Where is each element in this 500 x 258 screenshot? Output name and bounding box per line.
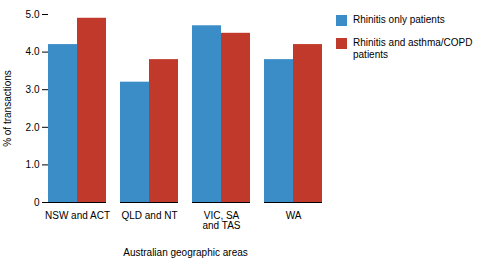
svg-text:0: 0: [34, 197, 40, 208]
svg-text:1.0: 1.0: [26, 159, 40, 170]
svg-text:NSW and ACT: NSW and ACT: [45, 210, 110, 221]
svg-text:% of transactions: % of transactions: [2, 70, 13, 147]
svg-text:2.0: 2.0: [26, 122, 40, 133]
svg-text:5.0: 5.0: [26, 9, 40, 20]
svg-text:4.0: 4.0: [26, 46, 40, 57]
svg-text:3.0: 3.0: [26, 84, 40, 95]
html-text:Rhinitis only patients: Rhinitis only patients: [353, 14, 445, 25]
svg-text:Australian geographic areas: Australian geographic areas: [123, 247, 248, 258]
svg-text:VIC, SAand TAS: VIC, SAand TAS: [203, 210, 241, 231]
html-text:Rhinitis and asthma/COPD patie: Rhinitis and asthma/COPD patients: [353, 36, 473, 60]
svg-text:WA: WA: [286, 210, 302, 221]
svg-text:QLD and NT: QLD and NT: [121, 210, 177, 221]
